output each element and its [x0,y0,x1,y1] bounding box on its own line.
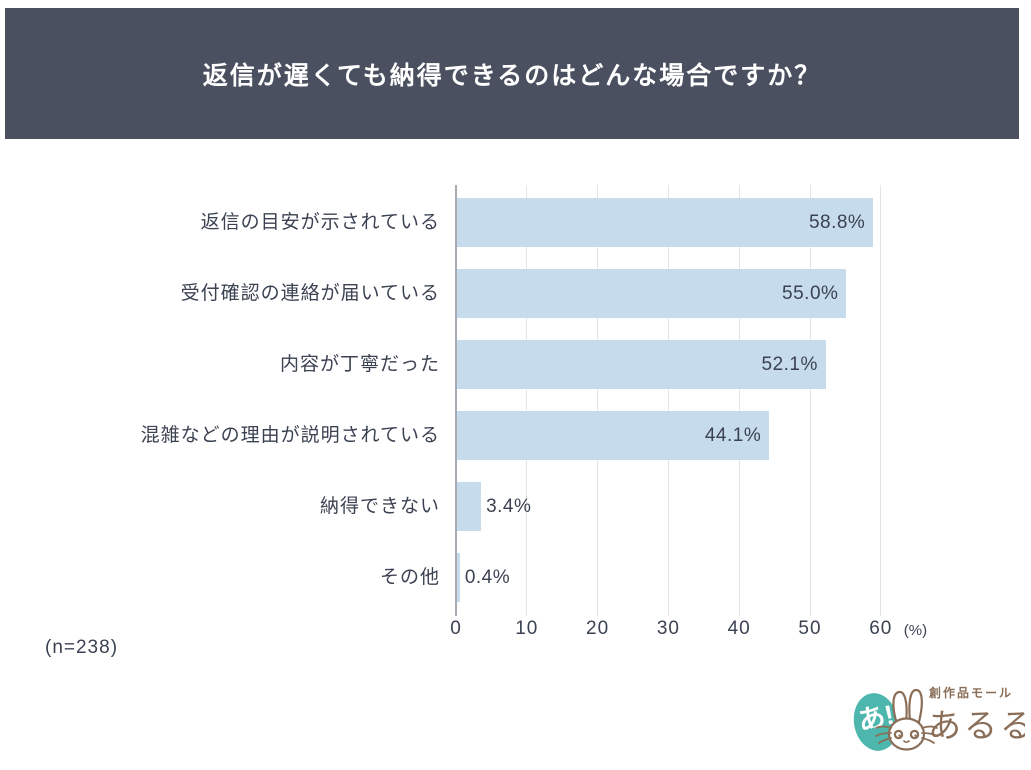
logo-tagline: 創作品モール [928,685,1013,700]
category-label: 内容が丁寧だった [279,354,440,375]
x-tick-label: 0 [450,618,462,639]
x-tick-label: 60 [869,618,893,639]
category-label: 受付確認の連絡が届いている [180,283,440,304]
header-banner: 返信が遅くても納得できるのはどんな場合ですか？ [5,8,1019,139]
bar-value-label: 58.8% [808,212,866,233]
bar-value-label: 3.4% [486,496,532,517]
logo-badge-circle [853,693,899,751]
gridline [738,185,740,616]
bar-value-label: 44.1% [704,425,762,446]
bar [457,482,482,531]
x-tick-label: 20 [586,618,610,639]
gridline [526,185,528,616]
bar-value-label: 0.4% [464,567,511,588]
rabbit-mascot-icon [875,688,938,751]
x-tick-label: 10 [515,618,539,639]
bar-value-label: 52.1% [761,354,818,375]
gridline [809,185,811,616]
page-title: 返信が遅くても納得できるのはどんな場合ですか？ [202,61,822,90]
bar [457,269,847,318]
category-label: 納得できない [319,496,440,517]
logo-brand-name: あるる [928,707,1025,744]
y-axis-line [455,185,457,616]
x-tick-label: 30 [656,618,680,639]
bar [457,553,460,602]
category-label: その他 [379,567,440,588]
bar-value-label: 55.0% [782,283,839,304]
bar [457,340,826,389]
x-tick-label: 50 [798,618,822,639]
category-label: 返信の目安が示されている [200,212,440,233]
brand-logo: あ! 創作品モール あるる [853,685,1025,751]
plot-area: (%) 0 10 20 30 40 50 60 58.8% 55.0% 52.1% 44.1% 3.4… [450,185,927,639]
bar [457,198,874,247]
sample-size-note: (n=238) [45,637,119,658]
category-label: 混雑などの理由が説明されている [140,425,440,446]
gridline [597,185,599,616]
category-labels: 返信の目安が示されている受付確認の連絡が届いている内容が丁寧だった混雑などの理由… [40,185,440,605]
gridline [667,185,669,616]
x-tick-label: 40 [727,618,751,639]
x-axis-unit-label: (%) [903,622,928,639]
gridline [880,185,882,616]
bar [457,411,770,460]
